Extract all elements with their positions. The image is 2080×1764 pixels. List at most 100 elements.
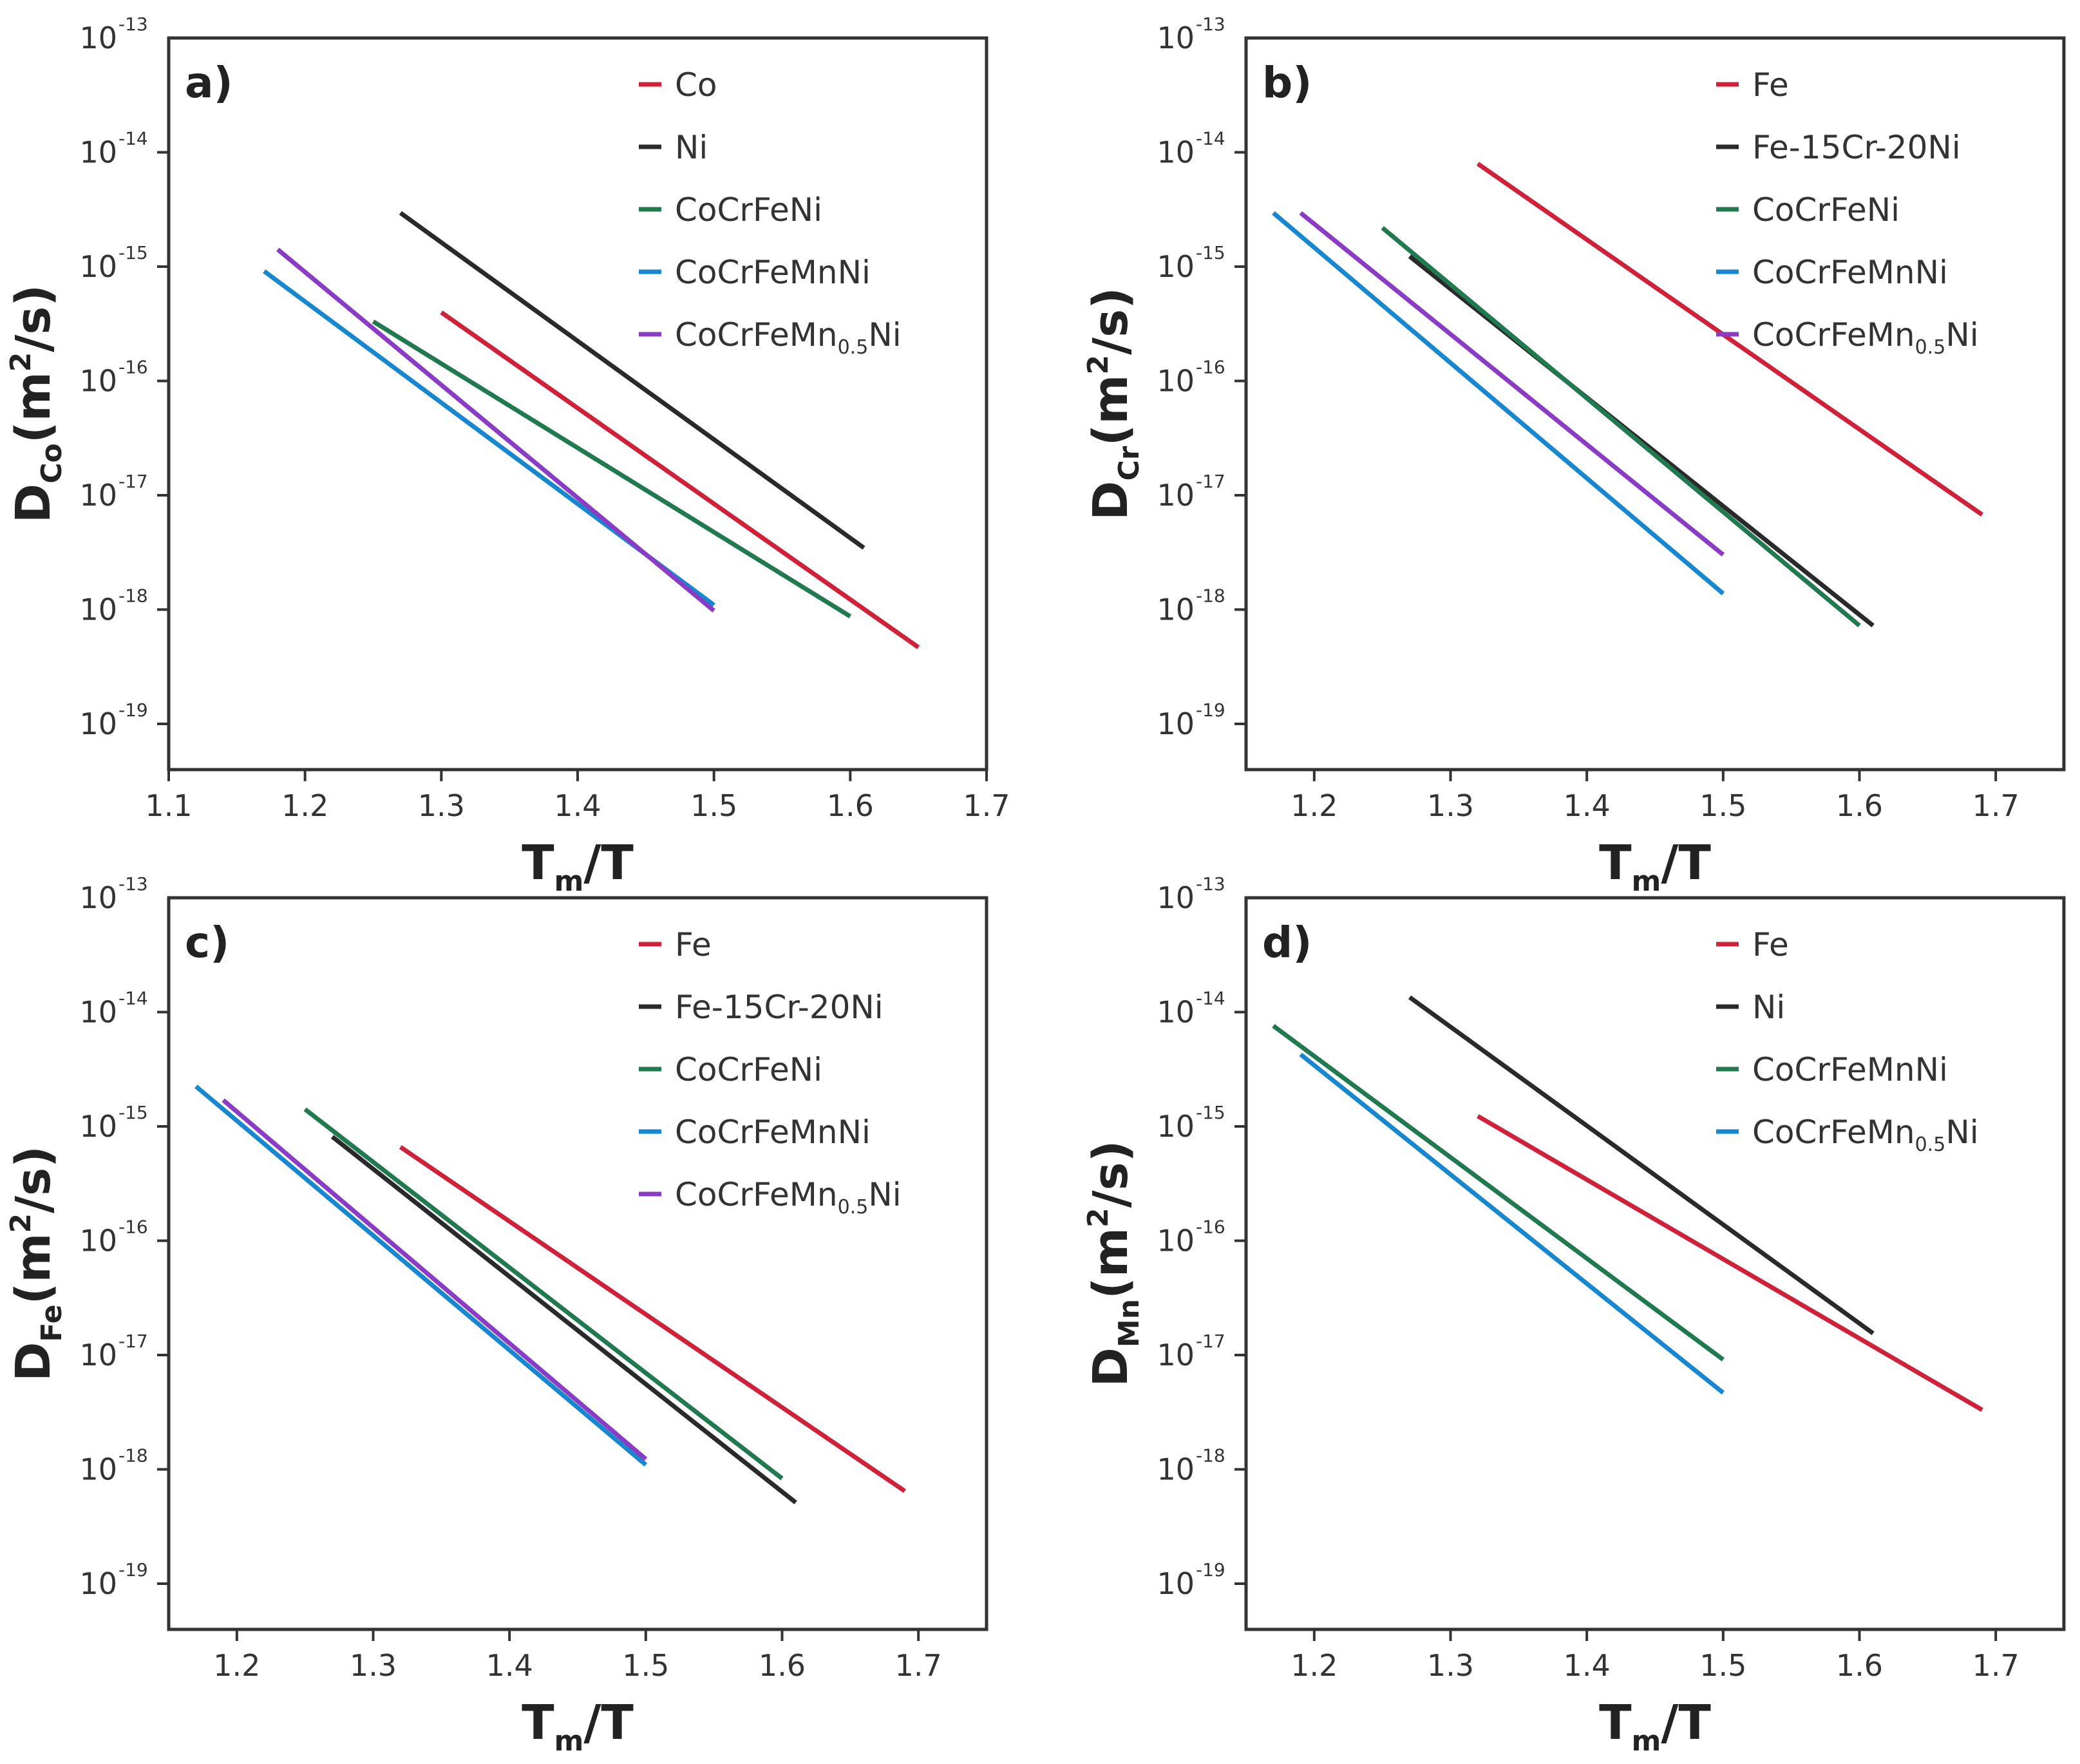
legend-entry: CoCrFeMnNi <box>675 1114 871 1151</box>
legend-name-end: Ni <box>868 316 901 354</box>
y-tick-label: 10 <box>79 1338 117 1372</box>
y-tick-label: 10 <box>1157 593 1195 627</box>
legend-name-end: Ni <box>868 1176 901 1213</box>
x-axis-label: Tm/T <box>522 1695 634 1758</box>
legend-name: CoCrFeMnNi <box>675 254 871 291</box>
x-tick-label: 1.6 <box>759 1648 806 1683</box>
y-tick-exponent: -15 <box>118 242 148 263</box>
legend-entry: CoCrFeMn0.5Ni <box>675 316 902 359</box>
legend-entry: CoCrFeMnNi <box>1752 1051 1948 1088</box>
legend-subscript: 0.5 <box>1915 336 1946 359</box>
x-tick-label: 1.4 <box>554 788 601 823</box>
legend-name: CoCrFeNi <box>1752 191 1900 229</box>
y-tick-exponent: -18 <box>118 1445 148 1466</box>
y-tick-exponent: -17 <box>118 1331 148 1352</box>
y-tick-label: 10 <box>1157 249 1195 284</box>
y-tick-exponent: -18 <box>118 585 148 607</box>
series-line-cocrfemnni <box>222 1098 648 1461</box>
ylabel-end: /s) <box>6 1146 61 1213</box>
ylabel-rest: (m <box>1083 1228 1139 1299</box>
y-tick-label: 10 <box>79 593 117 627</box>
series-line-cocrfemnni <box>1299 211 1725 557</box>
xlabel-end: /T <box>583 835 634 891</box>
ylabel-rest: (m <box>6 1233 61 1305</box>
x-tick-label: 1.6 <box>1836 1648 1883 1683</box>
x-tick-label: 1.5 <box>622 1648 669 1683</box>
ylabel-subscript: Cr <box>1113 446 1146 480</box>
panel-label: d) <box>1262 918 1312 967</box>
legend-entry: Co <box>675 66 717 104</box>
x-tick-label: 1.5 <box>1699 788 1746 823</box>
y-tick-exponent: -16 <box>118 357 148 378</box>
ylabel-superscript: 2 <box>5 1213 37 1233</box>
legend-name: Ni <box>1752 989 1785 1026</box>
legend-name: CoCrFeMn <box>675 316 838 354</box>
y-tick-exponent: -19 <box>118 1559 148 1580</box>
legend-entry: Fe-15Cr-20Ni <box>675 989 884 1026</box>
legend-entry: Fe <box>1752 66 1789 104</box>
x-tick-label: 1.3 <box>418 788 465 823</box>
x-tick-label: 1.4 <box>486 1648 533 1683</box>
ylabel-end: /s) <box>1083 1140 1139 1208</box>
x-tick-label: 1.2 <box>213 1648 260 1683</box>
y-tick-exponent: -13 <box>1196 873 1225 895</box>
legend-name: Fe <box>1752 66 1789 104</box>
x-tick-label: 1.6 <box>827 788 874 823</box>
xlabel-main: T <box>522 1695 554 1750</box>
legend-name: Fe <box>675 926 712 963</box>
xlabel-end: /T <box>583 1695 634 1750</box>
legend-name-end: Ni <box>1945 1114 1978 1151</box>
series-line-fe <box>399 1145 906 1494</box>
y-axis-label: DMn(m2/s) <box>1082 1140 1146 1387</box>
y-tick-exponent: -19 <box>118 699 148 721</box>
ylabel-end: /s) <box>6 285 61 352</box>
y-tick-label: 10 <box>79 478 117 513</box>
y-tick-label: 10 <box>1157 995 1195 1030</box>
plot-frame <box>1244 36 2066 772</box>
y-tick-label: 10 <box>79 1566 117 1601</box>
ylabel-main: D <box>1083 1347 1139 1387</box>
y-tick-exponent: -17 <box>1196 471 1225 492</box>
y-tick-label: 10 <box>1157 1109 1195 1144</box>
y-tick-label: 10 <box>79 364 117 399</box>
legend-name: Ni <box>675 129 708 166</box>
x-tick-label: 1.5 <box>1699 1648 1746 1683</box>
legend-subscript: 0.5 <box>1915 1133 1946 1156</box>
legend-name: Fe <box>1752 926 1789 963</box>
panel-label: b) <box>1262 58 1312 108</box>
legend-name: CoCrFeMn <box>1752 316 1915 354</box>
panel-d: 1.2 1.3 1.4 1.5 1.6 1.710-1910-1810-1710-1610… <box>1082 873 2066 1758</box>
series-line-cocrfemnni <box>276 247 715 612</box>
y-tick-exponent: -13 <box>118 14 148 35</box>
y-tick-label: 10 <box>1157 364 1195 399</box>
y-tick-exponent: -13 <box>118 873 148 895</box>
y-tick-exponent: -15 <box>1196 242 1225 263</box>
x-tick-label: 1.6 <box>1836 788 1883 823</box>
ylabel-subscript: Fe <box>35 1304 68 1342</box>
legend-name: Fe-15Cr-20Ni <box>675 989 884 1026</box>
x-tick-label: 1.3 <box>1427 1648 1474 1683</box>
xlabel-subscript: m <box>1632 865 1661 898</box>
x-tick-label: 1.7 <box>963 788 1010 823</box>
ylabel-superscript: 2 <box>1082 355 1115 375</box>
y-tick-label: 10 <box>79 21 117 55</box>
ylabel-main: D <box>1083 481 1139 520</box>
legend-entry: Fe-15Cr-20Ni <box>1752 129 1961 166</box>
legend-entry: CoCrFeNi <box>675 191 822 229</box>
y-tick-exponent: -15 <box>118 1102 148 1123</box>
x-axis-label: Tm/T <box>1599 835 1711 898</box>
legend-name: CoCrFeMnNi <box>1752 254 1948 291</box>
y-tick-label: 10 <box>79 995 117 1030</box>
x-tick-label: 1.5 <box>690 788 737 823</box>
x-tick-label: 1.7 <box>1972 788 2019 823</box>
legend-subscript: 0.5 <box>838 336 869 359</box>
y-tick-exponent: -14 <box>118 128 148 149</box>
x-tick-label: 1.2 <box>1291 1648 1338 1683</box>
legend-entry: Ni <box>675 129 708 166</box>
y-tick-exponent: -14 <box>1196 988 1225 1009</box>
x-tick-label: 1.4 <box>1564 1648 1611 1683</box>
series-line-cocrfemnni <box>1272 1023 1725 1361</box>
plot-frame <box>167 36 988 772</box>
y-tick-exponent: -18 <box>1196 585 1225 607</box>
